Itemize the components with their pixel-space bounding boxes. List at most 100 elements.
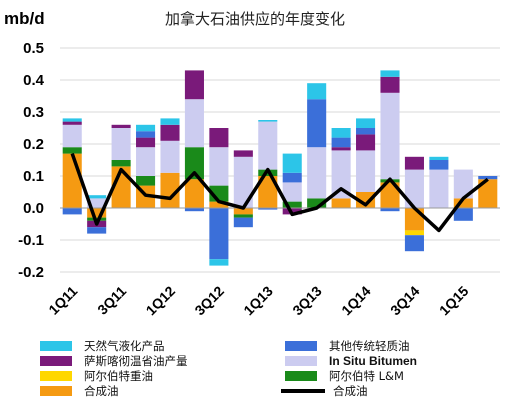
y-axis-ticks: 0.5 0.4 0.3 0.2 0.1 0.0 -0.1 -0.2 bbox=[18, 40, 45, 281]
bar-ngl-3Q12 bbox=[209, 259, 229, 266]
bar-insitu-4Q11 bbox=[136, 147, 156, 176]
bar-syn-1Q11 bbox=[62, 153, 82, 208]
legend-label: 其他传统轻质油 bbox=[329, 339, 410, 353]
bar-other-4Q14 bbox=[429, 160, 449, 170]
bar-lm-1Q11 bbox=[62, 147, 82, 154]
y-tick-label: 0.1 bbox=[23, 168, 44, 185]
bars bbox=[62, 70, 498, 266]
bar-lm-3Q13 bbox=[307, 198, 327, 208]
bar-syn-4Q12 bbox=[233, 208, 253, 215]
bar-lm-4Q11 bbox=[136, 176, 156, 186]
bar-sask-4Q13 bbox=[331, 147, 351, 151]
bar-other-4Q12 bbox=[233, 217, 253, 228]
bar-insitu-3Q11 bbox=[111, 128, 131, 160]
bar-other-1Q15 bbox=[453, 208, 473, 221]
legend-label: 阿尔伯特重油 bbox=[84, 369, 153, 383]
bar-insitu-2Q12 bbox=[184, 99, 204, 148]
bar-sask-2Q12 bbox=[184, 70, 204, 100]
y-tick-label: 0.2 bbox=[23, 136, 44, 153]
bar-other-2Q14 bbox=[380, 208, 400, 212]
x-tick-label: 3Q12 bbox=[191, 283, 227, 319]
x-tick-label: 1Q12 bbox=[143, 283, 179, 319]
y-tick-label: 0.3 bbox=[23, 104, 44, 121]
bar-other-4Q11 bbox=[136, 131, 156, 138]
bar-lm-3Q11 bbox=[111, 160, 131, 167]
bar-insitu-1Q11 bbox=[62, 124, 82, 148]
legend-label: In Situ Bitumen bbox=[329, 354, 417, 368]
bar-lm-2Q13 bbox=[282, 201, 302, 208]
legend-swatch-ngl bbox=[40, 341, 72, 351]
legend-label: 天然气液化产品 bbox=[84, 339, 165, 353]
y-tick-label: 0.0 bbox=[23, 200, 44, 217]
bar-ngl-2Q11 bbox=[87, 195, 107, 199]
x-axis-ticks: 1Q11 3Q11 1Q12 3Q12 1Q13 3Q13 1Q14 3Q14 1Q15 bbox=[45, 283, 471, 319]
bar-syn-3Q12 bbox=[209, 201, 229, 208]
x-tick-label: 3Q14 bbox=[387, 283, 423, 319]
bar-insitu-1Q15 bbox=[453, 169, 473, 199]
bar-syn-2Q12 bbox=[184, 179, 204, 208]
x-tick-label: 3Q11 bbox=[94, 283, 129, 318]
bar-insitu-3Q13 bbox=[307, 147, 327, 199]
legend-swatch-syn bbox=[40, 386, 72, 396]
bar-lm-4Q12 bbox=[233, 214, 253, 218]
bar-other-2Q15 bbox=[478, 176, 498, 180]
bar-insitu-1Q14 bbox=[356, 150, 376, 192]
x-tick-label: 1Q11 bbox=[45, 283, 80, 318]
x-tick-label: 3Q13 bbox=[289, 283, 325, 319]
legend-label: 合成油 bbox=[84, 384, 119, 398]
bar-syn-4Q13 bbox=[331, 198, 351, 208]
bar-ngl-3Q13 bbox=[307, 83, 327, 100]
bar-syn-2Q15 bbox=[478, 179, 498, 208]
bar-ngl-2Q14 bbox=[380, 70, 400, 77]
legend-label: 萨斯喀彻温省油产量 bbox=[84, 354, 188, 368]
bar-syn-1Q14 bbox=[356, 192, 376, 208]
bar-ngl-1Q14 bbox=[356, 118, 376, 128]
bar-insitu-3Q14 bbox=[404, 169, 424, 208]
bar-sask-4Q12 bbox=[233, 150, 253, 157]
bar-insitu-2Q11 bbox=[87, 198, 107, 208]
bar-insitu-2Q14 bbox=[380, 92, 400, 180]
y-tick-label: 0.4 bbox=[23, 72, 45, 89]
bar-other-3Q13 bbox=[307, 99, 327, 148]
legend-swatch-lm bbox=[285, 371, 317, 381]
bar-insitu-4Q13 bbox=[331, 150, 351, 199]
legend-swatch-other bbox=[285, 341, 317, 351]
bar-insitu-1Q12 bbox=[160, 140, 180, 173]
bar-lm-2Q12 bbox=[184, 147, 204, 180]
bar-syn-3Q14 bbox=[404, 208, 424, 231]
y-tick-label: -0.2 bbox=[18, 264, 44, 281]
bar-other-2Q12 bbox=[184, 208, 204, 212]
legend-label: 阿尔伯特 L&M bbox=[329, 369, 404, 383]
bar-insitu-4Q12 bbox=[233, 156, 253, 208]
chart-title: 加拿大石油供应的年度变化 bbox=[165, 10, 345, 28]
bar-other-3Q14 bbox=[404, 235, 424, 252]
bar-ngl-1Q13 bbox=[258, 120, 278, 122]
bar-other-1Q14 bbox=[356, 128, 376, 135]
bar-insitu-2Q13 bbox=[282, 182, 302, 202]
bar-insitu-3Q12 bbox=[209, 147, 229, 186]
bar-other-2Q11 bbox=[87, 227, 107, 234]
legend-label: 合成油 bbox=[333, 384, 368, 398]
bar-syn-1Q15 bbox=[453, 198, 473, 208]
bar-syn-1Q13 bbox=[258, 176, 278, 208]
x-tick-label: 1Q15 bbox=[436, 283, 472, 319]
bar-ngl-4Q13 bbox=[331, 128, 351, 138]
bar-ngl-1Q11 bbox=[62, 118, 82, 122]
bar-ngl-4Q11 bbox=[136, 124, 156, 132]
bar-other-2Q13 bbox=[282, 172, 302, 183]
bar-other-1Q11 bbox=[62, 208, 82, 215]
bar-sask-3Q11 bbox=[111, 124, 131, 128]
bar-insitu-4Q14 bbox=[429, 169, 449, 208]
bar-other-4Q13 bbox=[331, 137, 351, 148]
total-line bbox=[70, 153, 489, 233]
bar-ngl-1Q12 bbox=[160, 118, 180, 125]
bar-syn-2Q14 bbox=[380, 182, 400, 208]
bar-sask-3Q12 bbox=[209, 128, 229, 148]
bar-sask-1Q14 bbox=[356, 134, 376, 151]
bar-ngl-4Q14 bbox=[429, 156, 449, 160]
x-tick-label: 1Q13 bbox=[240, 283, 276, 319]
legend-swatch-sask bbox=[40, 356, 72, 366]
x-tick-label: 1Q14 bbox=[338, 283, 374, 319]
